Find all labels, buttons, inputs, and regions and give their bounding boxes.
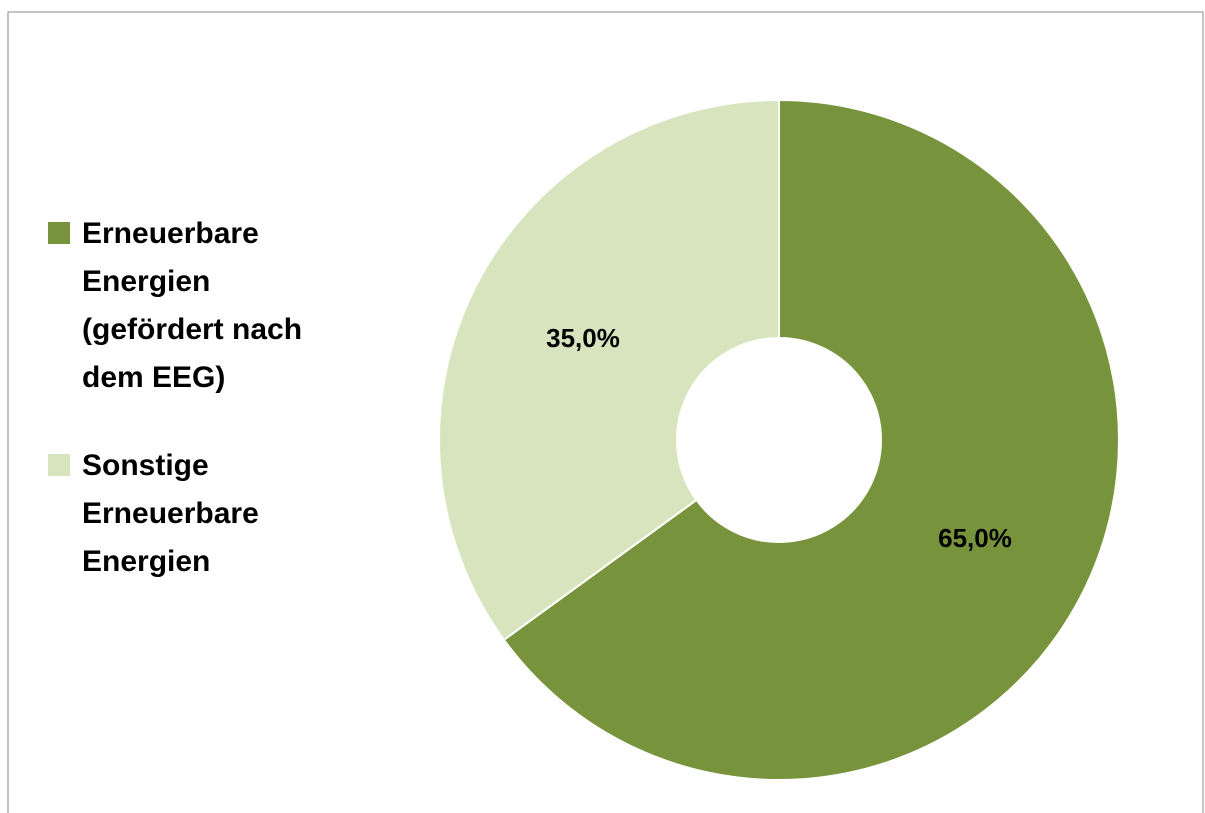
data-label: 65,0% <box>938 523 1012 553</box>
legend-label: Erneuerbare Energien (gefördert nach dem… <box>82 217 303 394</box>
donut-slice <box>502 98 1120 781</box>
legend-swatch <box>48 454 70 476</box>
legend-item: Erneuerbare Energien (gefördert nach dem… <box>48 210 348 402</box>
legend-item: Sonstige Erneuerbare Energien <box>48 442 348 586</box>
donut-slice <box>438 98 780 642</box>
legend-label: Sonstige Erneuerbare Energien <box>82 449 259 578</box>
legend: Erneuerbare Energien (gefördert nach dem… <box>48 210 348 626</box>
legend-swatch <box>48 222 70 244</box>
data-label: 35,0% <box>546 323 620 353</box>
chart-frame <box>7 11 1204 813</box>
